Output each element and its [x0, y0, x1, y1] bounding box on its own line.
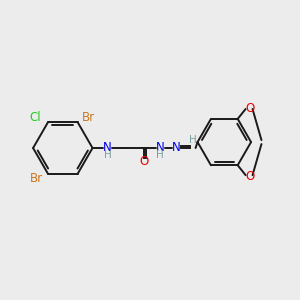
Text: O: O: [140, 155, 149, 168]
Text: Br: Br: [82, 111, 95, 124]
Text: N: N: [171, 140, 180, 154]
Text: Cl: Cl: [29, 111, 41, 124]
Text: O: O: [245, 169, 254, 183]
Text: H: H: [156, 150, 164, 161]
Text: N: N: [103, 140, 112, 154]
Text: H: H: [189, 135, 196, 145]
Text: O: O: [245, 101, 254, 115]
Text: Br: Br: [29, 172, 43, 185]
Text: H: H: [103, 150, 111, 161]
Text: N: N: [155, 140, 164, 154]
